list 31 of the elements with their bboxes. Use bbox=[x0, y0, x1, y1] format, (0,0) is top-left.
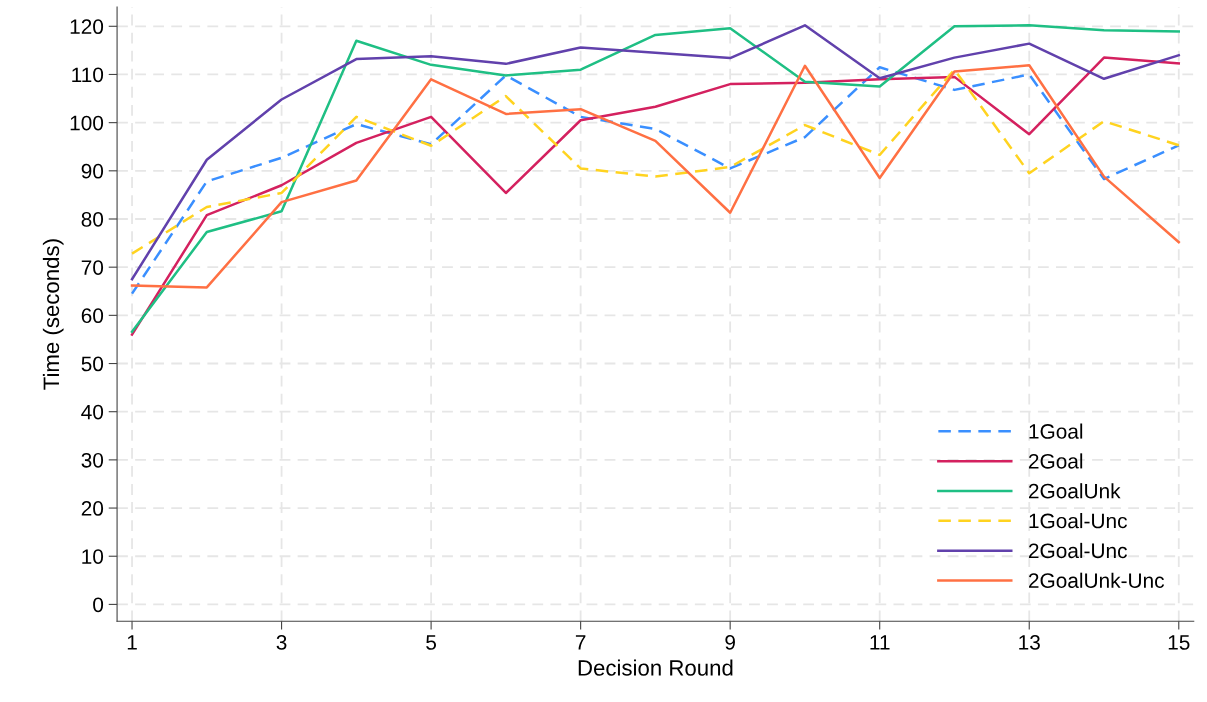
x-tick-label: 3 bbox=[276, 635, 287, 650]
legend-label: 2Goal-Unc bbox=[1028, 542, 1127, 559]
y-tick-label: 30 bbox=[81, 452, 104, 468]
x-tick-label: 5 bbox=[426, 635, 437, 650]
y-tick-label: 100 bbox=[70, 115, 104, 131]
y-axis-title: Time (seconds) bbox=[42, 239, 64, 390]
y-tick-label: 60 bbox=[81, 308, 104, 324]
x-tick-label: 13 bbox=[1019, 635, 1040, 650]
legend-label: 2GoalUnk bbox=[1028, 483, 1121, 499]
y-tick-label: 90 bbox=[81, 163, 104, 179]
legend-label: 1Goal bbox=[1029, 423, 1083, 439]
x-tick-label: 15 bbox=[1168, 635, 1190, 650]
y-tick-label: 70 bbox=[81, 260, 104, 275]
y-tick-label: 50 bbox=[81, 356, 104, 372]
y-tick-label: 10 bbox=[82, 549, 104, 564]
x-tick-label: 9 bbox=[725, 635, 735, 650]
y-tick-label: 110 bbox=[72, 67, 104, 83]
legend-label: 2GoalUnk-Unc bbox=[1028, 572, 1165, 588]
legend-label: 2Goal bbox=[1028, 453, 1083, 469]
x-tick-label: 7 bbox=[575, 635, 586, 650]
y-tick-label: 120 bbox=[70, 19, 104, 35]
y-tick-label: 40 bbox=[81, 404, 104, 420]
x-tick-label: 11 bbox=[870, 635, 890, 650]
line-series bbox=[130, 68, 1181, 255]
y-tick-label: 80 bbox=[81, 212, 104, 227]
x-axis-title: Decision Round bbox=[578, 659, 733, 676]
y-tick-label: 0 bbox=[93, 597, 104, 613]
line-series bbox=[130, 24, 1181, 281]
y-tick-label: 20 bbox=[81, 501, 104, 516]
x-tick-label: 1 bbox=[127, 635, 137, 650]
legend-label: 1Goal-Unc bbox=[1029, 513, 1127, 529]
